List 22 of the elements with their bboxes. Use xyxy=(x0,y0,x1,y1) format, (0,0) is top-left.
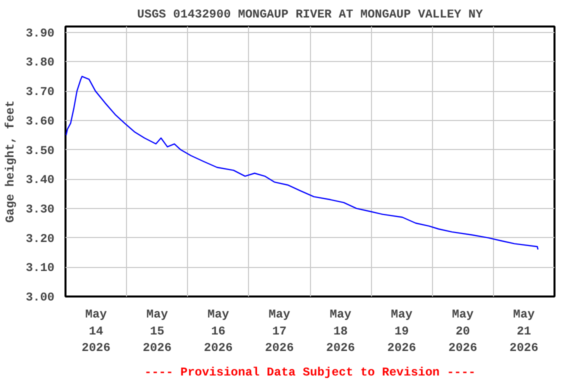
y-tick-label: 3.90 xyxy=(26,26,55,40)
x-tick-label: May 20 2026 xyxy=(448,308,478,356)
x-tick-label: May 18 2026 xyxy=(326,308,355,356)
y-tick-label: 3.80 xyxy=(26,56,55,70)
x-tick-label: May 16 2026 xyxy=(204,308,233,356)
chart-title: USGS 01432900 MONGAUP RIVER AT MONGAUP VALLEY NY xyxy=(137,8,484,22)
y-axis-title: Gage height, feet xyxy=(4,100,18,223)
y-tick-label: 3.20 xyxy=(26,232,55,246)
x-tick-label: May 14 2026 xyxy=(82,308,110,356)
x-tick-label: May 19 2026 xyxy=(387,308,416,356)
y-tick-label: 3.60 xyxy=(26,114,55,128)
x-tick-label: May 21 2026 xyxy=(510,308,538,356)
y-tick-label: 3.70 xyxy=(26,85,55,100)
y-tick-label: 3.00 xyxy=(26,290,55,304)
x-tick-label: May 15 2026 xyxy=(142,308,172,356)
line-series xyxy=(66,76,539,250)
y-tick-label: 3.30 xyxy=(26,202,55,216)
x-tick-label: May 17 2026 xyxy=(265,308,294,356)
text: ---- Provisional Data Subject to Revision ---- xyxy=(144,366,476,380)
y-tick-label: 3.10 xyxy=(26,261,55,276)
y-tick-label: 3.40 xyxy=(26,173,55,188)
y-tick-label: 3.50 xyxy=(26,144,55,158)
